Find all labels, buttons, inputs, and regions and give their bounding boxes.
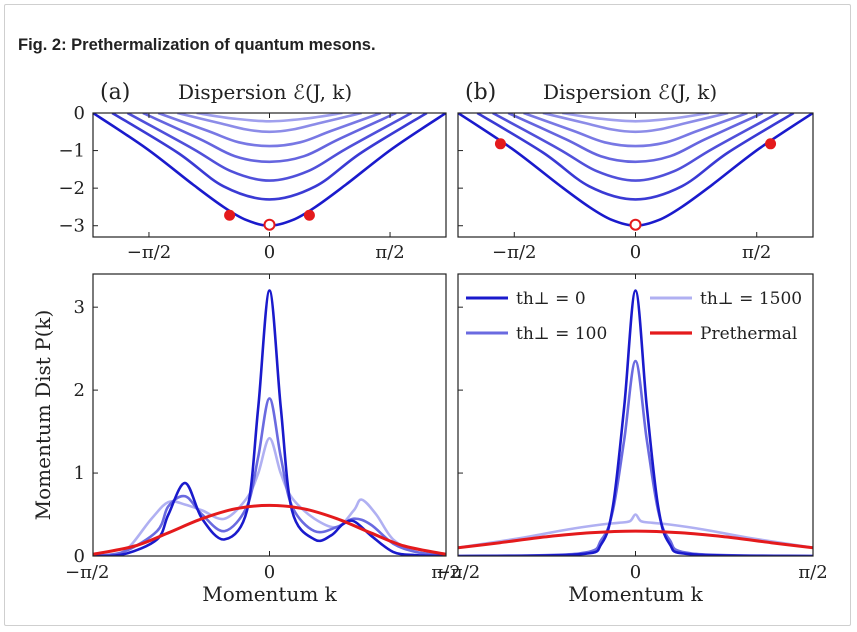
panel-label-tl: (a) bbox=[100, 80, 130, 105]
x-tick-label-tl-1: 0 bbox=[264, 242, 275, 263]
series-line-br-1 bbox=[458, 359, 813, 556]
y-tick-label-bl-0: 0 bbox=[74, 546, 85, 567]
panel-label-tr: (b) bbox=[465, 80, 496, 105]
dispersion-band-tl-2 bbox=[126, 113, 413, 182]
series-line-br-2 bbox=[458, 513, 813, 549]
filled-marker-tr-1 bbox=[765, 138, 777, 150]
series-line-br-0 bbox=[458, 289, 813, 556]
dispersion-curves-tr bbox=[458, 113, 813, 228]
x-tick-label-tr-0: −π/2 bbox=[492, 242, 536, 263]
x-tick-label-bl-0: −π/2 bbox=[65, 562, 109, 583]
legend-label-0: th⊥ = 0 bbox=[516, 289, 586, 309]
y-axis-label-bl: Momentum Dist P(k) bbox=[31, 310, 55, 521]
y-tick-label-tl-2: −2 bbox=[58, 178, 85, 199]
legend-label-2: th⊥ = 1500 bbox=[700, 289, 802, 309]
dispersion-band-tl-6 bbox=[196, 113, 343, 123]
series-line-br-3 bbox=[458, 529, 813, 550]
dispersion-band-tl-4 bbox=[157, 113, 382, 148]
series-line-bl-1 bbox=[93, 397, 446, 556]
open-marker-tl-0 bbox=[263, 218, 276, 231]
y-tick-label-bl-3: 3 bbox=[74, 297, 85, 318]
legend-label-1: th⊥ = 100 bbox=[516, 324, 607, 344]
dispersion-curves-tl bbox=[93, 113, 446, 228]
y-tick-label-bl-1: 1 bbox=[74, 463, 85, 484]
x-tick-label-tr-2: π/2 bbox=[742, 242, 771, 263]
filled-marker-tl-0 bbox=[224, 209, 236, 221]
dispersion-band-tl-0 bbox=[93, 113, 446, 228]
dispersion-band-tl-3 bbox=[142, 113, 397, 164]
y-tick-label-tl-1: −1 bbox=[58, 141, 85, 162]
dispersion-band-tr-0 bbox=[458, 113, 813, 228]
y-tick-label-bl-2: 2 bbox=[74, 380, 85, 401]
x-axis-label-br: Momentum k bbox=[568, 582, 703, 606]
filled-marker-tl-1 bbox=[303, 209, 315, 221]
dispersion-band-tr-6 bbox=[562, 113, 709, 123]
series-line-bl-3 bbox=[93, 503, 446, 556]
dispersion-band-tr-2 bbox=[492, 113, 779, 182]
x-tick-label-br-2: π/2 bbox=[798, 562, 827, 583]
panel-frame-bl bbox=[92, 273, 447, 557]
dispersion-band-tr-4 bbox=[523, 113, 748, 148]
filled-marker-tr-0 bbox=[494, 138, 506, 150]
dispersion-band-tr-1 bbox=[476, 113, 795, 201]
x-tick-label-tl-0: −π/2 bbox=[127, 242, 171, 263]
x-axis-label-bl: Momentum k bbox=[202, 582, 337, 606]
dispersion-band-tl-1 bbox=[111, 113, 428, 201]
open-marker-tr-0 bbox=[629, 218, 642, 231]
x-tick-label-br-0: −π/2 bbox=[436, 562, 480, 583]
legend-label-3: Prethermal bbox=[700, 324, 797, 344]
x-tick-label-br-1: 0 bbox=[630, 562, 641, 583]
x-tick-label-bl-1: 0 bbox=[264, 562, 275, 583]
dispersion-band-tr-5 bbox=[542, 113, 729, 134]
panel-title-tl: Dispersion ℰ(J, k) bbox=[178, 80, 352, 104]
series-line-bl-2 bbox=[93, 436, 446, 556]
distribution-curves-bl bbox=[93, 289, 446, 556]
figure-frame bbox=[4, 4, 851, 626]
y-tick-label-tl-3: −3 bbox=[58, 216, 85, 237]
x-tick-label-bl-2: π/2 bbox=[431, 562, 460, 583]
panel-title-tr: Dispersion ℰ(J, k) bbox=[543, 80, 717, 104]
figure-caption: Fig. 2: Prethermalization of quantum mes… bbox=[18, 36, 376, 54]
dispersion-band-tr-3 bbox=[507, 113, 764, 164]
x-tick-label-tr-1: 0 bbox=[630, 242, 641, 263]
dispersion-band-tl-5 bbox=[177, 113, 362, 134]
series-line-bl-0 bbox=[93, 289, 446, 556]
distribution-curves-br bbox=[458, 289, 813, 556]
x-tick-label-tl-2: π/2 bbox=[375, 242, 404, 263]
y-tick-label-tl-0: 0 bbox=[74, 103, 85, 124]
